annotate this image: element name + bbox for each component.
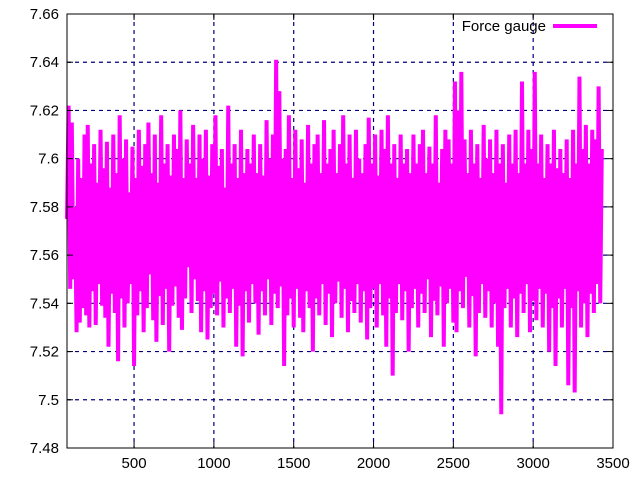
y-tick-label: 7.48 bbox=[30, 440, 59, 457]
x-tick-label: 2500 bbox=[437, 455, 470, 472]
x-tick-label: 1500 bbox=[277, 455, 310, 472]
y-tick-label: 7.52 bbox=[30, 344, 59, 361]
y-tick-label: 7.5 bbox=[38, 392, 59, 409]
x-tick-label: 2000 bbox=[357, 455, 390, 472]
x-tick-label: 500 bbox=[122, 455, 147, 472]
y-tick-label: 7.66 bbox=[30, 6, 59, 23]
x-tick-label: 1000 bbox=[197, 455, 230, 472]
x-tick-label: 3000 bbox=[516, 455, 549, 472]
legend: Force gauge bbox=[462, 18, 597, 35]
y-tick-label: 7.6 bbox=[38, 151, 59, 168]
y-tick-label: 7.54 bbox=[30, 295, 59, 312]
legend-label: Force gauge bbox=[462, 18, 546, 35]
y-tick-label: 7.64 bbox=[30, 54, 59, 71]
y-tick-label: 7.62 bbox=[30, 102, 59, 119]
series-line-force-gauge bbox=[65, 59, 604, 415]
plot-frame bbox=[66, 13, 614, 449]
x-tick-label: 3500 bbox=[596, 455, 629, 472]
series-layer bbox=[65, 59, 604, 415]
y-tick-label: 7.58 bbox=[30, 199, 59, 216]
axis-ticks: 500 1000 1500 2000 2500 3000 3500 7.48 7.5 7.52 7.… bbox=[30, 6, 630, 472]
y-tick-label: 7.56 bbox=[30, 247, 59, 264]
